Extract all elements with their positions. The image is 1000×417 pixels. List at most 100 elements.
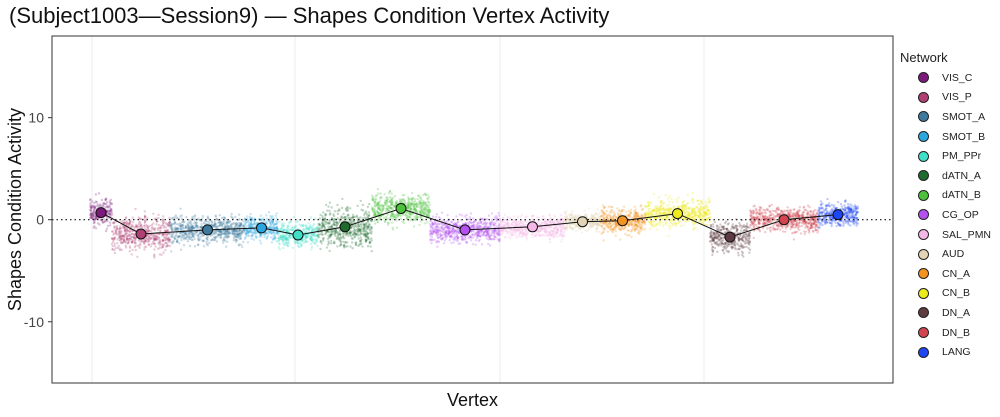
data-point	[354, 243, 358, 246]
data-point	[160, 253, 163, 256]
data-point	[413, 208, 416, 211]
data-point	[556, 235, 559, 238]
data-point	[99, 204, 103, 207]
data-point	[381, 209, 384, 212]
data-point	[390, 221, 393, 224]
data-point	[175, 234, 178, 237]
data-point	[327, 222, 330, 225]
data-point	[427, 196, 431, 199]
data-point	[275, 222, 278, 226]
data-point	[410, 203, 414, 206]
data-point	[98, 223, 101, 226]
data-point	[196, 226, 199, 230]
data-point	[220, 236, 223, 239]
data-point	[598, 211, 601, 215]
data-point	[131, 240, 134, 244]
data-point	[122, 226, 126, 229]
data-point	[130, 232, 134, 235]
data-point	[152, 227, 155, 230]
data-point	[154, 238, 158, 241]
data-point	[170, 224, 173, 227]
data-point	[182, 221, 185, 224]
data-point	[226, 225, 229, 228]
data-point	[146, 237, 149, 240]
data-point	[131, 216, 134, 219]
data-point	[427, 206, 430, 209]
data-point	[137, 223, 140, 226]
data-point	[512, 221, 515, 224]
data-point	[128, 239, 131, 243]
data-point	[181, 234, 184, 237]
scatter-cloud-smot_a	[169, 207, 246, 253]
data-point	[611, 223, 614, 227]
data-point	[135, 225, 138, 229]
data-point	[235, 224, 239, 227]
data-point	[124, 240, 127, 243]
data-point	[161, 246, 164, 249]
data-point	[554, 233, 557, 236]
data-point	[340, 206, 344, 210]
data-point	[143, 215, 147, 218]
data-point	[126, 229, 129, 232]
data-point	[121, 241, 124, 244]
data-point	[116, 233, 119, 236]
data-point	[485, 218, 489, 221]
data-point	[602, 218, 606, 221]
data-point	[326, 230, 329, 233]
data-point	[152, 222, 155, 225]
data-point	[138, 221, 141, 224]
data-point	[515, 236, 518, 240]
data-point	[415, 203, 418, 207]
data-point	[328, 209, 331, 212]
data-point	[93, 221, 96, 224]
data-point	[231, 232, 235, 236]
data-point	[157, 233, 161, 236]
data-point	[246, 215, 249, 218]
data-point	[163, 232, 167, 236]
data-point	[92, 204, 95, 207]
data-point	[171, 235, 174, 238]
data-point	[379, 204, 382, 208]
data-point	[164, 226, 168, 229]
data-point	[219, 230, 222, 234]
data-point	[431, 215, 435, 218]
data-point	[158, 242, 162, 245]
data-point	[281, 232, 285, 235]
data-point	[594, 218, 597, 221]
data-point	[148, 230, 151, 233]
data-point	[597, 224, 600, 227]
data-point	[128, 230, 132, 233]
data-point	[436, 245, 439, 248]
data-point	[124, 241, 127, 244]
data-point	[330, 225, 333, 228]
data-point	[168, 216, 171, 220]
data-point	[161, 233, 165, 236]
data-point	[269, 217, 272, 220]
data-point	[643, 227, 647, 231]
data-point	[114, 230, 118, 233]
data-point	[422, 201, 425, 204]
data-point	[478, 224, 481, 228]
data-point	[103, 202, 106, 205]
data-point	[540, 226, 543, 229]
data-point	[353, 235, 356, 238]
data-point	[228, 231, 231, 235]
data-point	[416, 197, 419, 201]
data-point	[211, 238, 214, 242]
data-point	[566, 216, 569, 220]
data-point	[134, 244, 137, 247]
data-point	[266, 235, 270, 238]
data-point	[142, 224, 146, 227]
data-point	[333, 210, 337, 213]
data-point	[418, 206, 421, 209]
data-point	[184, 224, 188, 228]
data-point	[564, 212, 567, 215]
data-point	[163, 229, 166, 232]
data-point	[507, 230, 510, 234]
data-point	[232, 222, 235, 225]
data-point	[118, 239, 122, 242]
data-point	[600, 214, 603, 218]
data-point	[168, 238, 171, 242]
data-point	[268, 221, 272, 225]
data-point	[159, 240, 162, 244]
